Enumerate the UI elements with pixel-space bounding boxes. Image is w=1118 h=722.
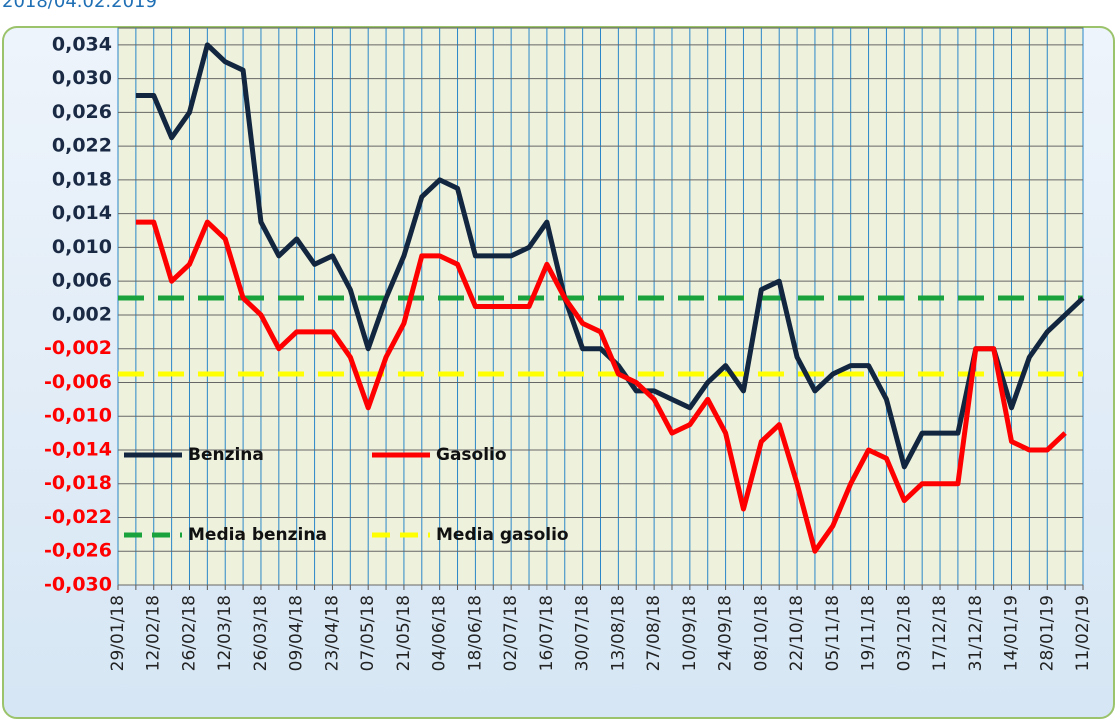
x-tick-label: 28/01/19 [1037, 595, 1057, 671]
subtitle: 2018/04.02.2019 [2, 0, 157, 12]
x-tick-label: 22/10/18 [787, 595, 807, 671]
y-tick-label: 0,018 [52, 168, 112, 190]
y-tick-label: -0,010 [44, 405, 112, 427]
x-tick-label: 07/05/18 [358, 595, 378, 671]
y-tick-label: 0,026 [52, 101, 112, 123]
x-tick-label: 03/12/18 [894, 595, 914, 671]
y-tick-label: -0,006 [44, 371, 112, 393]
x-tick-label: 30/07/18 [573, 595, 593, 671]
x-tick-label: 21/05/18 [394, 595, 414, 671]
x-tick-label: 09/04/18 [287, 595, 307, 671]
legend-label: Media benzina [188, 525, 327, 545]
y-tick-label: -0,018 [44, 472, 112, 494]
y-tick-label: -0,026 [44, 540, 112, 562]
x-tick-label: 24/09/18 [716, 595, 736, 671]
x-tick-label: 18/06/18 [465, 595, 485, 671]
y-tick-label: -0,002 [44, 337, 112, 359]
x-tick-label: 17/12/18 [930, 595, 950, 671]
legend-label: Gasolio [436, 445, 507, 465]
x-tick-label: 31/12/18 [966, 595, 986, 671]
legend-label: Benzina [188, 445, 264, 465]
series-line [135, 219, 1067, 554]
y-tick-label: 0,010 [52, 236, 112, 258]
y-tick-label: 0,034 [52, 33, 112, 55]
x-tick-label: 12/02/18 [144, 595, 164, 671]
x-tick-label: 26/03/18 [251, 595, 271, 671]
x-tick-label: 04/06/18 [430, 595, 450, 671]
y-tick-label: -0,022 [44, 506, 112, 528]
y-tick-label: 0,030 [52, 67, 112, 89]
x-tick-label: 10/09/18 [680, 595, 700, 671]
y-tick-label: 0,002 [52, 303, 112, 325]
x-tick-label: 13/08/18 [608, 595, 628, 671]
x-tick-label: 08/10/18 [751, 595, 771, 671]
x-tick-label: 19/11/18 [859, 595, 879, 671]
x-tick-label: 27/08/18 [644, 595, 664, 671]
x-tick-label: 11/02/19 [1073, 595, 1093, 671]
y-tick-label: 0,006 [52, 270, 112, 292]
x-tick-label: 02/07/18 [501, 595, 521, 671]
x-tick-label: 29/01/18 [108, 595, 128, 671]
y-tick-label: -0,014 [44, 438, 112, 460]
x-tick-label: 12/03/18 [215, 595, 235, 671]
y-tick-label: 0,014 [52, 202, 112, 224]
x-tick-label: 05/11/18 [823, 595, 843, 671]
y-tick-label: 0,022 [52, 135, 112, 157]
x-tick-label: 16/07/18 [537, 595, 557, 671]
legend-label: Media gasolio [436, 525, 569, 545]
y-tick-label: -0,030 [44, 574, 112, 596]
x-tick-label: 26/02/18 [179, 595, 199, 671]
x-tick-label: 14/01/19 [1002, 595, 1022, 671]
x-tick-label: 23/04/18 [322, 595, 342, 671]
